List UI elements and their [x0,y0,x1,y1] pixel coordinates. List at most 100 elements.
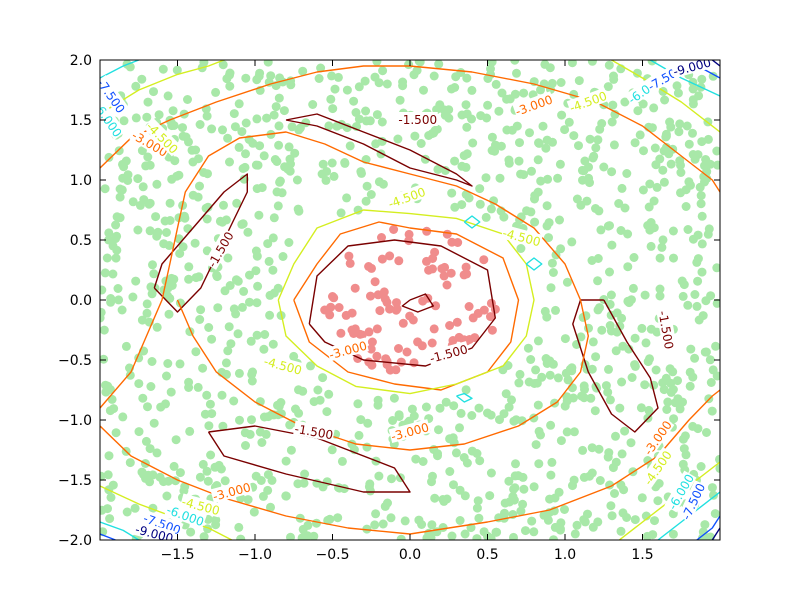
scatter-point-green [269,110,279,120]
scatter-point-red [453,238,463,247]
scatter-point-green [666,122,676,132]
scatter-point-green [222,74,232,84]
scatter-point-green [697,74,707,84]
scatter-point-green [449,480,458,490]
scatter-point-green [322,167,332,176]
scatter-point-green [677,276,687,286]
scatter-point-green [557,110,567,120]
scatter-point-green [324,121,334,131]
scatter-point-green [455,423,464,433]
scatter-point-green [245,297,254,307]
scatter-point-green [647,123,657,133]
scatter-point-green [447,531,457,540]
scatter-point-green [233,329,243,339]
contour-label-bg [262,353,305,377]
scatter-point-green [686,344,696,354]
scatter-point-green [145,198,155,208]
scatter-point-green [673,394,683,404]
scatter-point-green [272,157,282,166]
scatter-point-green [119,116,129,126]
scatter-point-green [700,520,710,530]
scatter-point-green [536,176,546,186]
scatter-point-green [504,155,514,165]
scatter-point-green [645,354,654,364]
scatter-point-green [606,501,616,511]
scatter-point-green [640,290,650,300]
contour-label: -4.500 [386,185,427,211]
scatter-point-green [253,281,263,291]
scatter-point-green [152,448,162,458]
scatter-point-green [708,71,718,81]
scatter-point-green [529,482,539,492]
scatter-point-green [608,463,618,473]
scatter-point-green [569,131,579,141]
scatter-point-green [518,499,528,509]
scatter-point-green [679,444,689,454]
scatter-point-green [509,532,518,540]
scatter-point-green [582,196,592,206]
scatter-point-green [211,520,221,530]
scatter-point-green [521,526,530,536]
scatter-point-green [324,389,334,399]
scatter-point-green [499,212,509,222]
scatter-point-green [510,60,520,65]
scatter-point-green [519,88,529,98]
scatter-point-green [128,197,138,207]
scatter-point-green [243,227,253,237]
scatter-point-green [268,339,278,349]
scatter-point-red [398,318,408,328]
scatter-point-green [525,128,534,138]
scatter-point-green [553,373,563,383]
scatter-point-red [370,277,380,287]
scatter-point-green [117,305,127,315]
scatter-point-green [141,436,151,446]
scatter-point-green [241,441,250,450]
scatter-point-green [485,491,495,501]
scatter-point-green [272,187,282,197]
scatter-point-green [202,390,212,400]
scatter-point-green [205,399,215,409]
scatter-point-green [649,380,659,390]
scatter-point-green [514,156,524,166]
scatter-point-green [109,404,119,414]
scatter-point-green [556,436,566,446]
scatter-point-green [225,281,235,290]
scatter-point-green [138,393,148,403]
scatter-point-green [567,383,577,393]
x-tick-label: 1.5 [631,547,653,563]
scatter-point-green [462,122,472,132]
scatter-point-green [522,206,532,216]
contour-label-bg [388,419,431,443]
scatter-point-green [232,198,242,208]
scatter-point-green [318,159,328,169]
scatter-point-green [361,106,371,116]
scatter-point-green [327,158,337,168]
scatter-point-red [366,344,376,354]
scatter-point-red [341,310,351,320]
scatter-point-green [607,117,617,127]
scatter-point-green [632,68,642,78]
scatter-point-green [362,442,372,452]
scatter-point-green [218,421,228,431]
scatter-point-green [143,97,153,107]
scatter-point-green [715,454,720,464]
contour-line-neg1_5 [285,113,473,187]
scatter-point-green [669,253,678,263]
scatter-point-green [267,475,277,485]
contour-label-bg [500,224,543,249]
scatter-point-green [593,276,603,286]
scatter-point-green [467,85,477,95]
scatter-point-green [145,444,155,454]
scatter-point-green [541,143,551,153]
scatter-point-green [662,405,672,414]
scatter-point-green [686,180,695,190]
scatter-point-red [357,330,367,340]
plot-area: -1.500-1.500-1.500-1.500-1.500-3.000-3.0… [100,60,720,540]
scatter-point-green [576,332,586,342]
scatter-point-green [128,292,138,302]
scatter-point-green [595,124,605,134]
scatter-point-green [133,225,143,235]
scatter-point-green [610,489,619,498]
scatter-point-green [349,96,359,106]
scatter-point-green [380,501,390,511]
